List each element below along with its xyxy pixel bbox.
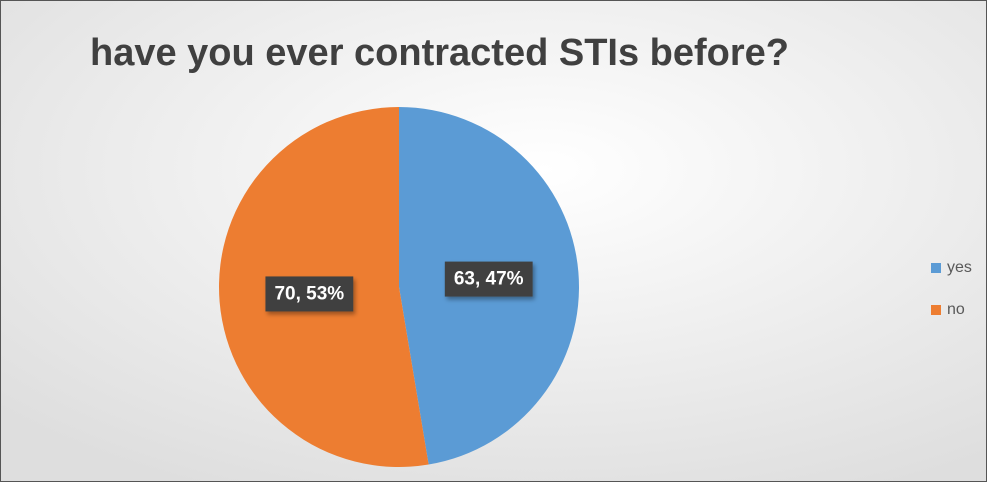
legend-swatch <box>931 263 941 273</box>
data-label-box <box>444 261 533 297</box>
legend-label: yes <box>947 259 972 276</box>
chart-title: have you ever contracted STIs before? <box>90 32 789 74</box>
legend-label: no <box>947 301 965 318</box>
data-label-text: 70, 53% <box>274 283 344 304</box>
data-label-box <box>265 276 354 312</box>
data-label-text: 63, 47% <box>454 269 524 290</box>
legend-swatch <box>931 305 941 315</box>
data-label: 70, 53% <box>265 276 354 312</box>
data-label: 63, 47% <box>444 261 533 297</box>
